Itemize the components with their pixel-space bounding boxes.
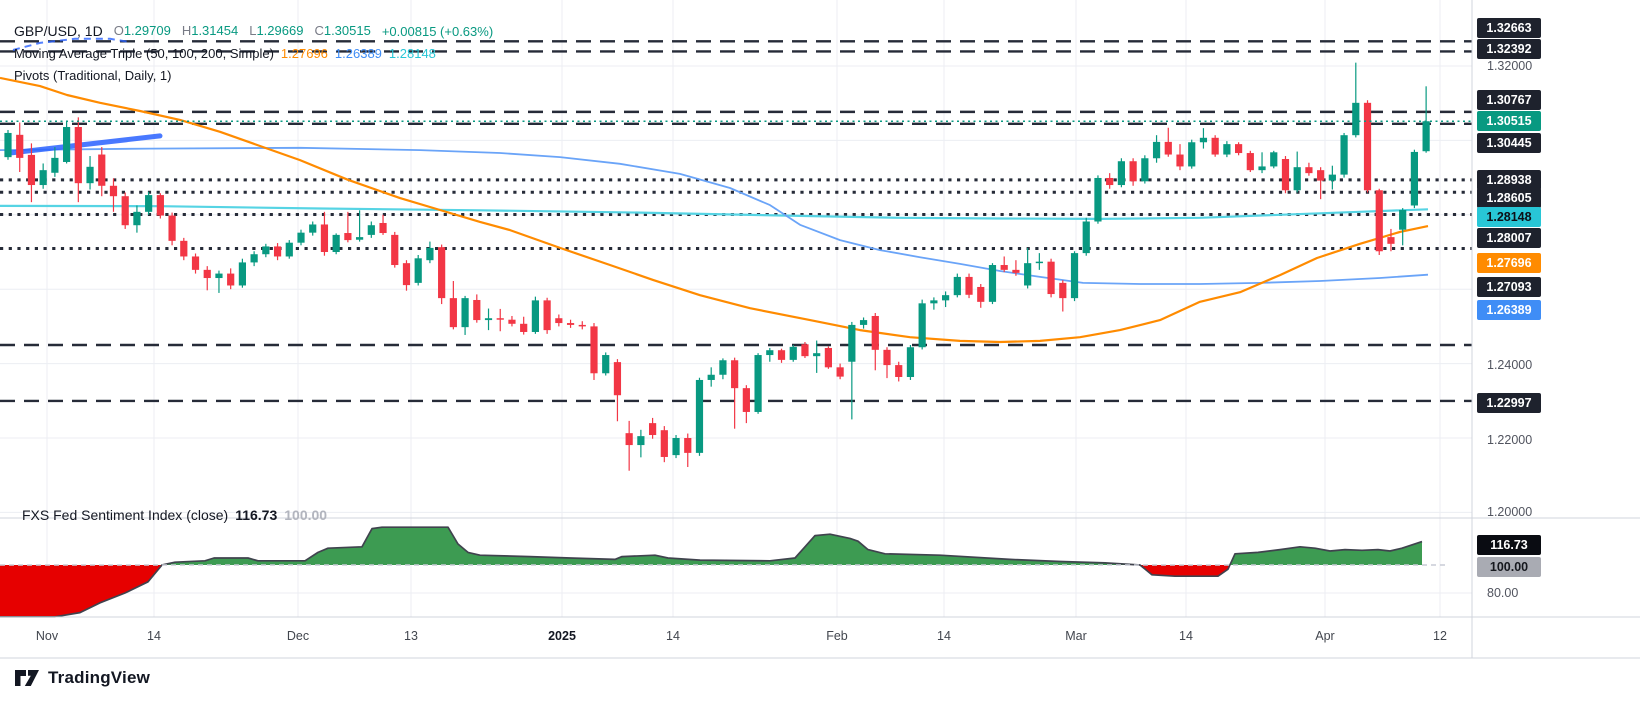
drawings-layer (7, 37, 163, 156)
candles-layer (4, 62, 1430, 471)
sentiment-baseline-value: 100.00 (284, 507, 328, 523)
time-label-14: 14 (147, 629, 161, 643)
price-label-80-00: 80.00 (1487, 586, 1519, 600)
price-label-1-30767: 1.30767 (1477, 90, 1541, 110)
borders-layer (0, 0, 1640, 659)
price-label-1-20000: 1.20000 (1487, 505, 1533, 519)
price-label-1-30515: 1.30515 (1477, 111, 1541, 131)
trendline-drawing (7, 133, 163, 156)
sentiment-area-negative (0, 565, 1422, 617)
time-label-14: 14 (1179, 629, 1193, 643)
sentiment-line (0, 526, 1423, 618)
sentiment-legend-row[interactable]: FXS Fed Sentiment Index (close) 116.73 1… (22, 507, 327, 523)
price-label-1-32392: 1.32392 (1477, 39, 1541, 59)
sentiment-area-positive (0, 527, 1422, 565)
sentiment-layer (0, 526, 1445, 618)
ma50-line (0, 76, 1429, 344)
price-label-1-30445: 1.30445 (1477, 133, 1541, 153)
price-label-1-26389: 1.26389 (1477, 300, 1541, 320)
price-label-100-00: 100.00 (1477, 557, 1541, 577)
time-label-2025: 2025 (548, 629, 576, 643)
time-label-12: 12 (1433, 629, 1447, 643)
brand-name: TradingView (48, 668, 151, 687)
symbol-title: GBP/USD, 1D (14, 23, 103, 39)
ohlc-open: O1.29709 (113, 23, 171, 38)
price-label-1-27696: 1.27696 (1477, 253, 1541, 273)
ma50-value: 1.27696 (280, 46, 328, 61)
tradingview-logo[interactable]: TradingView (14, 666, 150, 690)
price-label-1-28938: 1.28938 (1477, 170, 1541, 190)
price-label-1-22997: 1.22997 (1477, 393, 1541, 413)
price-label-1-27093: 1.27093 (1477, 277, 1541, 297)
price-label-1-28148: 1.28148 (1477, 207, 1541, 227)
pivot-lines-layer (0, 40, 1472, 403)
ma200-line (0, 204, 1429, 220)
pivots-indicator-title: Pivots (Traditional, Daily, 1) (14, 68, 172, 83)
tradingview-logo-icon (15, 670, 39, 686)
price-label-1-22000: 1.22000 (1487, 433, 1533, 447)
dashed-curve-drawing (12, 37, 129, 51)
price-label-1-32663: 1.32663 (1477, 18, 1541, 38)
symbol-legend-row[interactable]: GBP/USD, 1D O1.29709 H1.31454 L1.29669 C… (14, 22, 493, 40)
price-label-1-32000: 1.32000 (1487, 59, 1533, 73)
time-label-14: 14 (666, 629, 680, 643)
ma-indicator-title: Moving Average Triple (50, 100, 200, Sim… (14, 46, 274, 61)
time-label-Mar: Mar (1065, 629, 1087, 643)
ohlc-low: L1.29669 (249, 23, 304, 38)
ohlc-high: H1.31454 (181, 23, 239, 38)
ma200-value: 1.28148 (388, 46, 436, 61)
ohlc-close: C1.30515 (314, 23, 371, 38)
price-label-116-73: 116.73 (1477, 535, 1541, 555)
time-label-14: 14 (937, 629, 951, 643)
price-label-1-28605: 1.28605 (1477, 188, 1541, 208)
gridlines-layer (0, 0, 1472, 617)
change-value: +0.00815 (+0.63%) (381, 23, 494, 39)
moving-averages-layer (0, 76, 1429, 344)
time-label-Apr: Apr (1315, 629, 1335, 643)
pivots-legend-row[interactable]: Pivots (Traditional, Daily, 1) (14, 68, 172, 83)
time-label-13: 13 (404, 629, 418, 643)
ma-legend-row[interactable]: Moving Average Triple (50, 100, 200, Sim… (14, 46, 436, 61)
ma100-line (0, 146, 1429, 285)
time-label-Feb: Feb (826, 629, 848, 643)
price-label-1-24000: 1.24000 (1487, 358, 1533, 372)
sentiment-value: 116.73 (235, 507, 278, 523)
ma100-value: 1.26389 (334, 46, 382, 61)
time-label-Dec: Dec (286, 629, 310, 643)
price-label-1-28007: 1.28007 (1477, 228, 1541, 248)
sentiment-indicator-title: FXS Fed Sentiment Index (close) (22, 507, 229, 523)
time-label-Nov: Nov (35, 629, 59, 643)
